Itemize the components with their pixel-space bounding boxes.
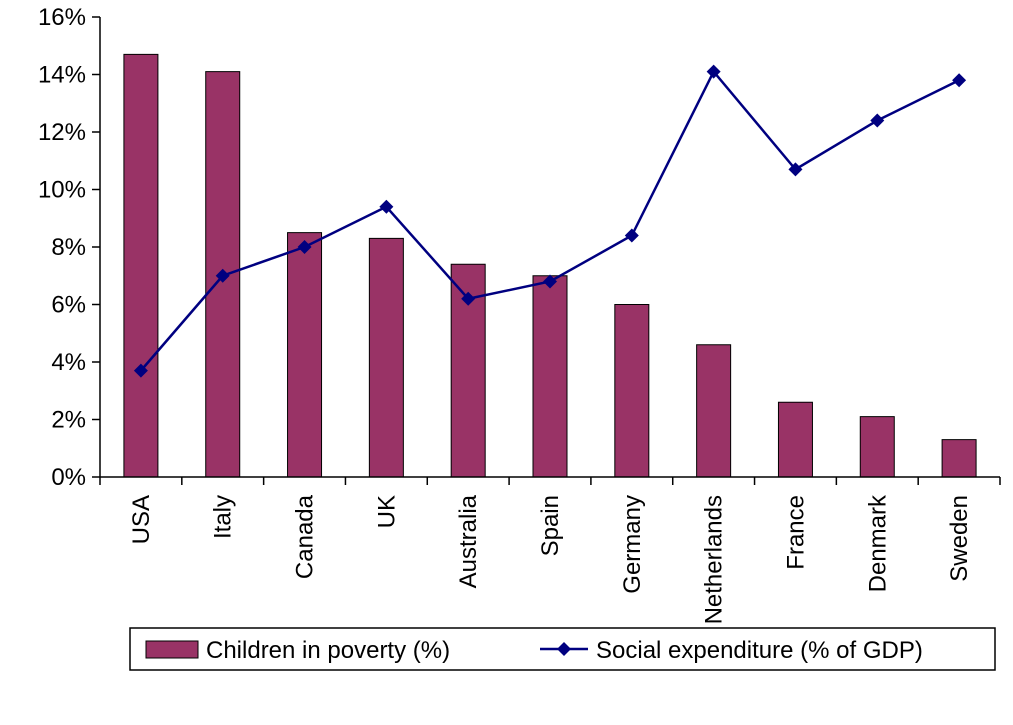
bar-france — [777, 401, 813, 478]
legend: Children in poverty (%) Social expenditur… — [129, 627, 996, 671]
x-category-label: UK — [373, 495, 400, 528]
line-point-sweden — [952, 73, 967, 88]
bar-uk — [368, 237, 404, 478]
line-point-italy — [215, 268, 230, 283]
y-tick-label: 16% — [38, 4, 86, 31]
line-point-australia — [461, 291, 476, 306]
bar-netherlands — [696, 344, 732, 478]
y-tick-label: 8% — [51, 234, 86, 261]
x-category-label: Denmark — [864, 494, 891, 592]
x-category-label: USA — [128, 495, 155, 544]
line-point-uk — [379, 199, 394, 214]
bar-usa — [123, 53, 159, 478]
line-point-usa — [133, 363, 148, 378]
legend-bar-swatch — [145, 640, 199, 659]
x-axis: USA Italy Canada UK Australia Spain Germany Net… — [99, 476, 1001, 624]
x-category-label: Canada — [292, 494, 319, 579]
x-category-label: Sweden — [946, 495, 973, 582]
line-point-spain — [543, 274, 557, 289]
x-category-label: Spain — [537, 495, 564, 556]
y-tick-label: 14% — [38, 62, 86, 89]
x-category-label: Germany — [619, 495, 646, 594]
bar-spain — [532, 275, 568, 478]
legend-bar-label: Children in poverty (%) — [206, 637, 450, 664]
y-tick-label: 0% — [51, 464, 86, 491]
y-tick-label: 6% — [51, 292, 86, 319]
bar-germany — [614, 304, 650, 478]
y-tick-label: 12% — [38, 119, 86, 146]
x-category-label: France — [782, 495, 809, 570]
line-point-germany — [624, 228, 639, 243]
legend-line-label: Social expenditure (% of GDP) — [596, 637, 923, 664]
x-category-label: Italy — [210, 495, 237, 539]
y-tick-label: 2% — [51, 407, 86, 434]
bar-denmark — [859, 416, 895, 478]
line-point-france — [788, 162, 803, 177]
line-point-netherlands — [706, 64, 721, 79]
y-tick-label: 10% — [38, 177, 86, 204]
x-category-label: Australia — [455, 494, 482, 588]
x-category-label: Netherlands — [701, 495, 728, 624]
line-series — [133, 64, 967, 378]
y-tick-label: 4% — [51, 349, 86, 376]
line-point-canada — [297, 240, 312, 254]
legend-line-marker — [557, 642, 571, 656]
y-axis: 0% 2% 4% 6% 8% 10% 12% 14% 16% — [38, 4, 101, 491]
line-point-denmark — [870, 113, 885, 128]
bar-canada — [287, 232, 323, 478]
bar-sweden — [941, 439, 977, 478]
